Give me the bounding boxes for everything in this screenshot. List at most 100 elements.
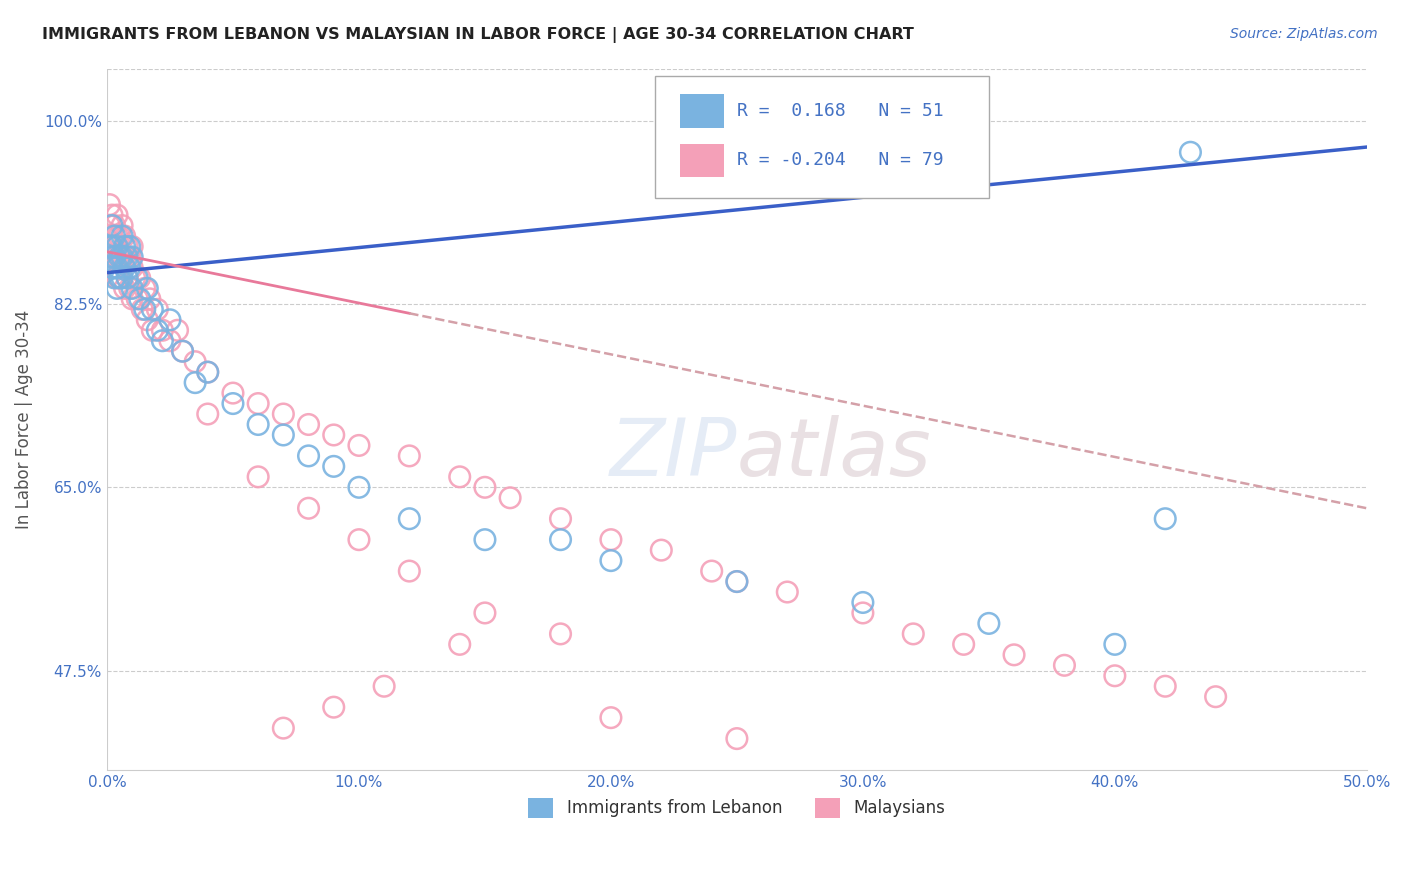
Point	[127, 292, 149, 306]
Point	[152, 334, 174, 348]
Bar	[681, 95, 724, 128]
Point	[197, 365, 219, 379]
Point	[322, 428, 344, 442]
Point	[903, 627, 925, 641]
Point	[398, 512, 420, 526]
Point	[273, 428, 295, 442]
Point	[128, 271, 150, 285]
Point	[111, 250, 134, 264]
Point	[297, 501, 319, 516]
Point	[101, 239, 124, 253]
Point	[600, 533, 623, 547]
Point	[247, 396, 270, 410]
Text: ZIP: ZIP	[610, 416, 737, 493]
Point	[105, 250, 128, 264]
Point	[184, 354, 207, 368]
Point	[121, 281, 143, 295]
Point	[1154, 679, 1177, 693]
Point	[172, 344, 194, 359]
Point	[1205, 690, 1227, 704]
Point	[118, 239, 141, 253]
Point	[136, 313, 159, 327]
Point	[111, 229, 134, 244]
Point	[134, 281, 156, 295]
Point	[101, 208, 124, 222]
Point	[273, 407, 295, 421]
Point	[115, 271, 138, 285]
Point	[273, 721, 295, 735]
Point	[101, 219, 124, 233]
Point	[139, 292, 162, 306]
Point	[322, 700, 344, 714]
Point	[108, 229, 131, 244]
Point	[115, 271, 138, 285]
Point	[725, 574, 748, 589]
Point	[172, 344, 194, 359]
Point	[474, 606, 496, 620]
Point	[98, 219, 121, 233]
Point	[166, 323, 188, 337]
Point	[297, 417, 319, 432]
Point	[222, 396, 245, 410]
Point	[550, 533, 572, 547]
Point	[98, 239, 121, 253]
Point	[852, 595, 875, 609]
Point	[121, 292, 143, 306]
Point	[184, 376, 207, 390]
Point	[197, 365, 219, 379]
Point	[197, 407, 219, 421]
Point	[103, 229, 125, 244]
Point	[121, 239, 143, 253]
Point	[297, 449, 319, 463]
Point	[474, 480, 496, 494]
Text: R =  0.168   N = 51: R = 0.168 N = 51	[737, 102, 943, 120]
Point	[600, 711, 623, 725]
Point	[1053, 658, 1076, 673]
Point	[247, 417, 270, 432]
Point	[159, 313, 181, 327]
Point	[118, 260, 141, 275]
Point	[1104, 637, 1126, 651]
Text: IMMIGRANTS FROM LEBANON VS MALAYSIAN IN LABOR FORCE | AGE 30-34 CORRELATION CHAR: IMMIGRANTS FROM LEBANON VS MALAYSIAN IN …	[42, 27, 914, 43]
Point	[114, 250, 136, 264]
Point	[101, 229, 124, 244]
Point	[121, 250, 143, 264]
Text: atlas: atlas	[737, 416, 932, 493]
Legend: Immigrants from Lebanon, Malaysians: Immigrants from Lebanon, Malaysians	[522, 791, 952, 825]
Point	[111, 219, 134, 233]
Point	[103, 239, 125, 253]
Point	[108, 271, 131, 285]
Point	[105, 271, 128, 285]
Point	[101, 250, 124, 264]
Point	[114, 229, 136, 244]
Point	[499, 491, 522, 505]
Point	[347, 533, 370, 547]
Point	[322, 459, 344, 474]
Point	[103, 250, 125, 264]
Point	[108, 271, 131, 285]
Point	[449, 637, 471, 651]
Point	[952, 637, 974, 651]
Point	[398, 449, 420, 463]
Point	[114, 260, 136, 275]
Point	[1154, 512, 1177, 526]
Point	[103, 271, 125, 285]
Point	[146, 323, 169, 337]
FancyBboxPatch shape	[655, 76, 988, 198]
Point	[136, 281, 159, 295]
Point	[131, 302, 153, 317]
Point	[1180, 145, 1202, 160]
Point	[141, 323, 163, 337]
Point	[121, 260, 143, 275]
Bar	[681, 144, 724, 178]
Point	[105, 239, 128, 253]
Point	[159, 334, 181, 348]
Point	[124, 271, 146, 285]
Point	[114, 239, 136, 253]
Point	[152, 323, 174, 337]
Point	[700, 564, 723, 578]
Point	[550, 627, 572, 641]
Point	[128, 292, 150, 306]
Text: R = -0.204   N = 79: R = -0.204 N = 79	[737, 151, 943, 169]
Point	[115, 250, 138, 264]
